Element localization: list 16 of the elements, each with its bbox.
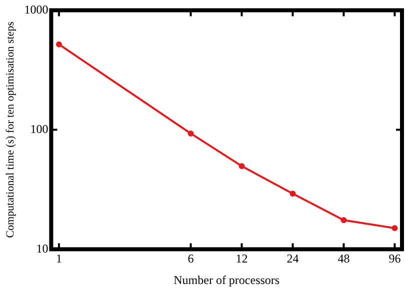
y-tick-label: 1000 [24,2,48,16]
x-tick-label: 24 [286,252,299,266]
x-tick-label: 6 [188,252,194,266]
point [238,163,245,170]
point [290,190,296,197]
x-axis-title: Number of processors [174,272,280,287]
point [392,225,398,232]
y-tick-label: 100 [30,122,48,136]
y-axis-title: Computational time (s) for ten optimisation steps [4,22,16,238]
point [188,130,194,136]
y-tick-label: 10 [36,241,48,256]
x-tick-label: 48 [338,252,350,266]
x-tick-label: 1 [56,252,62,266]
point [340,217,347,224]
x-tick-label: 96 [388,252,401,266]
x-tick-label: 12 [236,252,248,266]
